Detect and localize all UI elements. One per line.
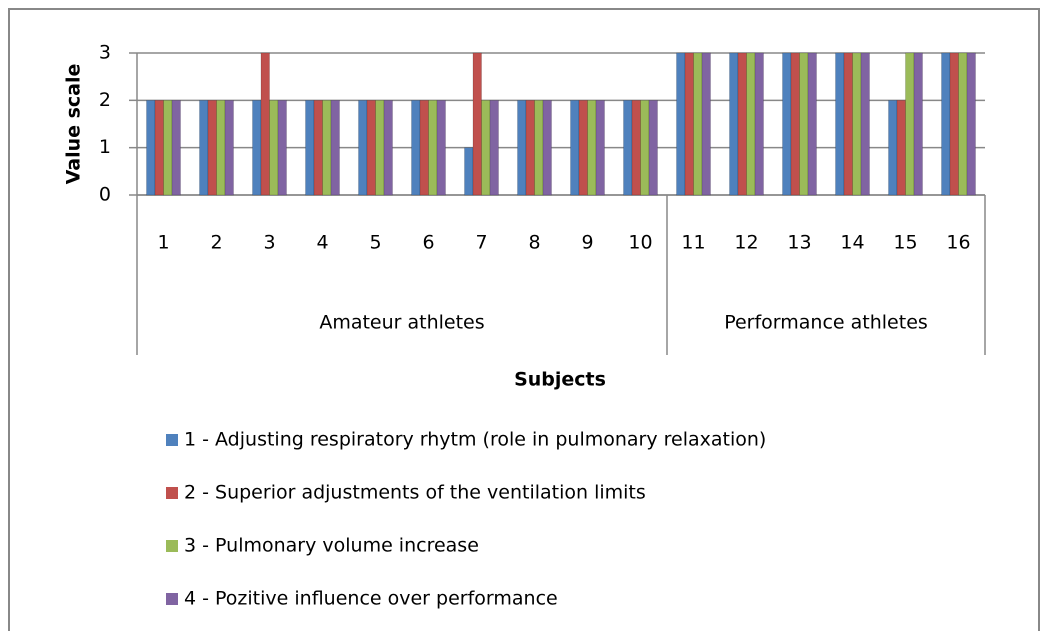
x-tick-label: 14 [840, 232, 864, 254]
bar [330, 100, 340, 196]
bar [754, 52, 764, 196]
bar [595, 100, 605, 196]
bar [949, 52, 959, 196]
bar [701, 52, 711, 196]
bar [383, 100, 393, 196]
x-tick-label: 9 [581, 232, 593, 254]
x-tick-label: 10 [628, 232, 652, 254]
bar [419, 100, 429, 196]
bar [896, 100, 906, 196]
x-tick-label: 15 [893, 232, 917, 254]
bar [252, 100, 262, 196]
bar [171, 100, 181, 196]
x-axis-title: Subjects [514, 369, 606, 391]
bar [790, 52, 800, 196]
bar [358, 100, 368, 196]
legend-swatch [166, 434, 178, 446]
bar [489, 100, 499, 196]
bar [542, 100, 552, 196]
bar [737, 52, 747, 196]
x-tick-label: 13 [787, 232, 811, 254]
bar [375, 100, 385, 196]
bar [154, 100, 164, 196]
y-tick-label: 0 [99, 184, 111, 206]
bar [729, 52, 739, 196]
bar [224, 100, 234, 196]
y-axis-title: Value scale [63, 64, 85, 185]
legend-label: 1 - Adjusting respiratory rhytm (role in… [184, 429, 766, 451]
bar [782, 52, 792, 196]
legend-swatch [166, 540, 178, 552]
bar [464, 147, 474, 196]
bar [676, 52, 686, 196]
x-tick-label: 2 [210, 232, 222, 254]
bar [648, 100, 658, 196]
bar [411, 100, 421, 196]
bar [525, 100, 535, 196]
bar [807, 52, 817, 196]
bar [640, 100, 650, 196]
group-label: Performance athletes [724, 312, 928, 334]
bar [913, 52, 923, 196]
x-tick-label: 8 [528, 232, 540, 254]
y-tick-label: 3 [99, 42, 111, 64]
bar [534, 100, 544, 196]
bar [746, 52, 756, 196]
y-tick-label: 1 [99, 136, 111, 158]
bar [905, 52, 915, 196]
bar [966, 52, 976, 196]
bar [888, 100, 898, 196]
legend-label: 2 - Superior adjustments of the ventilat… [184, 482, 646, 504]
x-tick-label: 7 [475, 232, 487, 254]
bar [693, 52, 703, 196]
bar [843, 52, 853, 196]
legend-swatch [166, 487, 178, 499]
bar [277, 100, 287, 196]
x-tick-label: 12 [734, 232, 758, 254]
bar [436, 100, 446, 196]
legend-label: 4 - Pozitive influence over performance [184, 588, 558, 610]
bar [623, 100, 633, 196]
x-tick-label: 3 [263, 232, 275, 254]
legend-swatch [166, 593, 178, 605]
bar [958, 52, 968, 196]
bar [313, 100, 323, 196]
bar [472, 52, 482, 196]
bar [578, 100, 588, 196]
bar [216, 100, 226, 196]
bar [835, 52, 845, 196]
bar [260, 52, 270, 196]
bar [570, 100, 580, 196]
bar [428, 100, 438, 196]
x-tick-label: 16 [946, 232, 970, 254]
bar [322, 100, 332, 196]
bar [587, 100, 597, 196]
bar [146, 100, 156, 196]
bar [852, 52, 862, 196]
bar [631, 100, 641, 196]
x-tick-label: 1 [157, 232, 169, 254]
group-label: Amateur athletes [319, 312, 484, 334]
bar [860, 52, 870, 196]
bar [207, 100, 217, 196]
x-tick-label: 6 [422, 232, 434, 254]
x-tick-label: 5 [369, 232, 381, 254]
bar [517, 100, 527, 196]
bar [799, 52, 809, 196]
legend-label: 3 - Pulmonary volume increase [184, 535, 479, 557]
bar [269, 100, 279, 196]
bar [199, 100, 209, 196]
x-tick-label: 11 [681, 232, 705, 254]
bar [481, 100, 491, 196]
bar [366, 100, 376, 196]
bar [305, 100, 315, 196]
x-tick-label: 4 [316, 232, 328, 254]
y-tick-label: 2 [99, 89, 111, 111]
bar [684, 52, 694, 196]
bar [941, 52, 951, 196]
bar [163, 100, 173, 196]
